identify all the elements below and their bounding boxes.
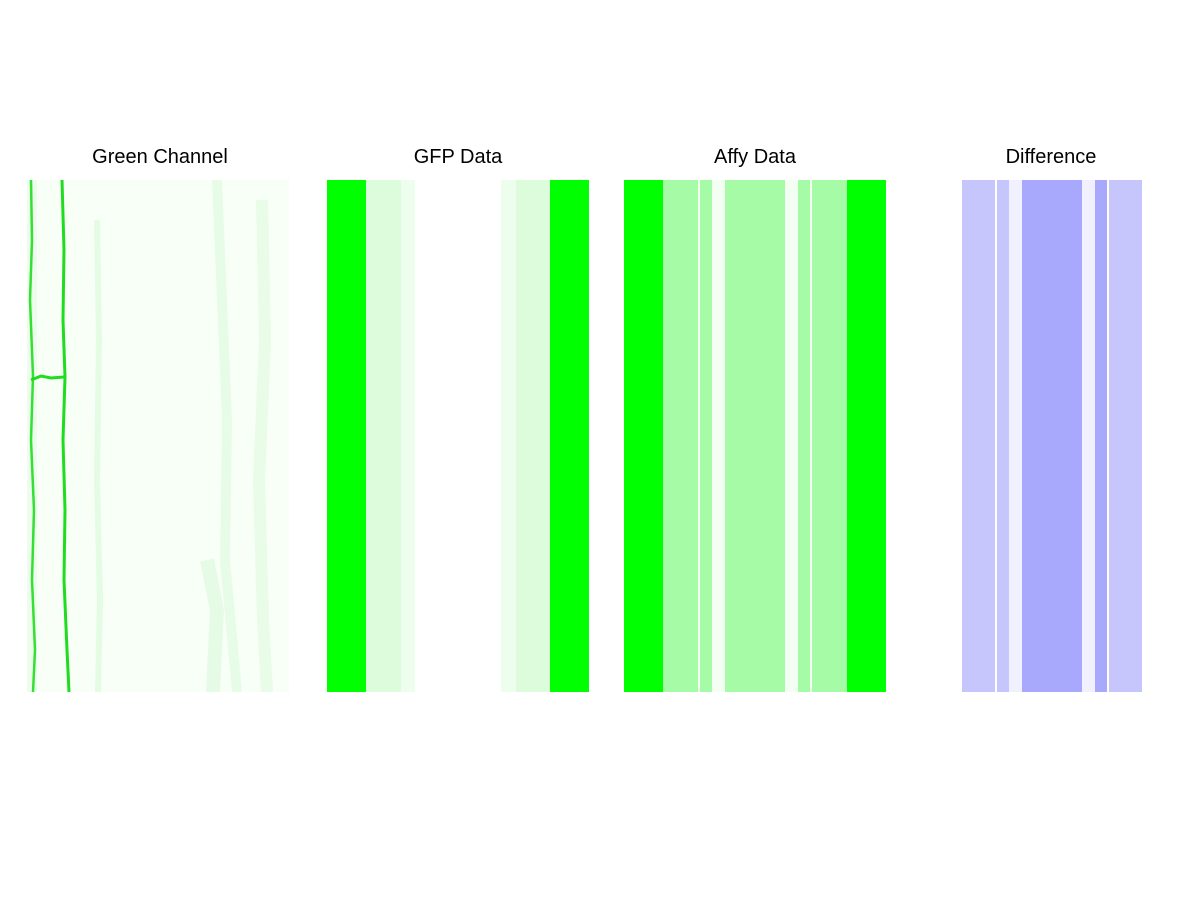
difference-stripe — [995, 180, 997, 692]
difference-stripe — [1009, 180, 1022, 692]
gfp-stripe — [366, 180, 401, 692]
affy-stripe — [663, 180, 698, 692]
affy-stripe — [700, 180, 712, 692]
green-channel-title: Green Channel — [92, 146, 228, 168]
gfp-stripe — [516, 180, 550, 692]
cell-wall-faint-1 — [93, 219, 104, 692]
affy-stripe — [725, 180, 785, 692]
gfp-stripe — [401, 180, 415, 692]
gfp-stripe — [501, 180, 516, 692]
difference-stripe — [1095, 180, 1107, 692]
affy-data-title: Affy Data — [714, 146, 796, 168]
cell-wall-right — [60, 180, 71, 692]
affy-stripe — [698, 180, 700, 692]
green-channel-image — [27, 180, 293, 692]
difference-stripe — [962, 180, 995, 692]
difference-stripes — [960, 180, 1142, 692]
affy-stripe — [624, 180, 663, 692]
affy-stripe — [810, 180, 812, 692]
affy-stripe — [785, 180, 798, 692]
difference-stripe — [1107, 180, 1109, 692]
difference-stripe — [1022, 180, 1082, 692]
gfp-stripe — [327, 180, 366, 692]
cell-wall-left — [28, 180, 37, 692]
cell-wall-cross — [30, 374, 65, 382]
microscopy-background — [27, 180, 293, 692]
gfp-stripe — [415, 180, 501, 692]
cell-wall-faint-3 — [252, 199, 273, 692]
affy-data-stripes — [624, 180, 886, 692]
affy-stripe — [812, 180, 847, 692]
affy-stripe — [798, 180, 810, 692]
difference-stripe — [1109, 180, 1142, 692]
cell-wall-faint-4 — [200, 558, 225, 692]
affy-stripe — [712, 180, 725, 692]
gfp-data-title: GFP Data — [413, 146, 503, 168]
affy-stripe — [847, 180, 886, 692]
gfp-stripe — [550, 180, 589, 692]
microscopy-image — [27, 180, 293, 692]
gfp-data-stripes — [327, 180, 589, 692]
cell-wall-faint-2 — [212, 180, 242, 692]
difference-stripe — [997, 180, 1009, 692]
microscopy-right-edge — [289, 180, 293, 692]
difference-stripe — [1082, 180, 1095, 692]
difference-title: Difference — [1005, 146, 1097, 168]
